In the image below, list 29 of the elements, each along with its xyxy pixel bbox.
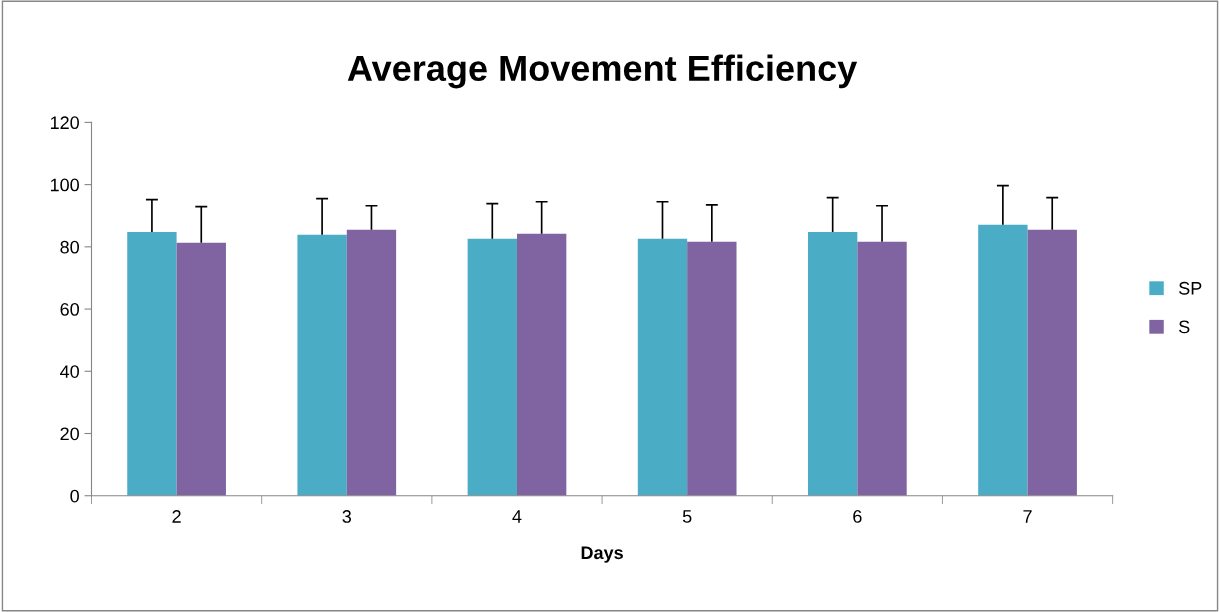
bar [687,241,737,496]
bar [467,238,517,496]
x-tick-label: 2 [172,510,181,523]
bar [346,229,397,496]
y-tick-label: 100 [50,178,79,192]
x-tick-label: 5 [682,510,692,523]
chart-title: Average Movement Efficiency [347,54,858,89]
y-tick-label: 80 [60,240,79,254]
bar [297,234,347,496]
bar [637,238,688,496]
x-axis-title: Days [581,546,623,563]
y-tick-label: 120 [50,116,79,130]
x-tick-label: 6 [853,510,862,523]
x-tick-label: 4 [512,510,522,523]
bar [808,231,858,496]
y-tick-label: 40 [60,365,79,378]
bar [127,231,177,496]
y-tick-label: 20 [60,427,79,441]
legend-label: SP [1179,281,1202,295]
y-tick-label: 60 [60,302,79,316]
bar [857,241,907,496]
x-tick-label: 7 [1023,510,1032,523]
bar [1027,229,1077,496]
x-tick-label: 3 [342,510,352,523]
legend-label: S [1179,320,1190,334]
bar [176,242,226,496]
bar [978,224,1028,496]
bar [516,233,567,496]
y-tick-label: 0 [70,489,79,503]
